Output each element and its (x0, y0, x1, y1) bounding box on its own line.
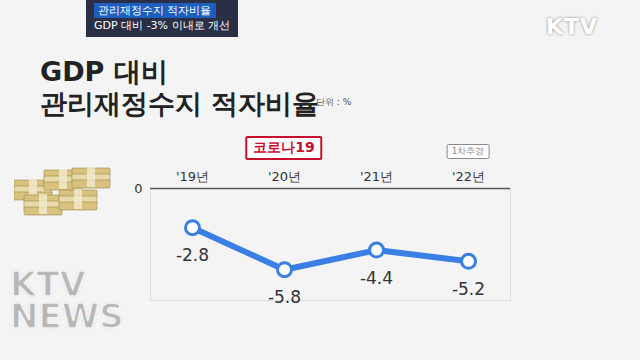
html-text:GDP 대비 관리재정수지 적자비율: GDP 대비 관리재정수지 적자비율 (40, 56, 320, 119)
html-text:코로나19: 코로나19 (253, 139, 315, 155)
svg-text:'21년: '21년 (360, 169, 393, 184)
html-text:관리재정수지 적자비율: 관리재정수지 적자비율 (98, 4, 212, 17)
html-text:KTV: KTV (545, 14, 598, 39)
svg-text:0: 0 (134, 181, 142, 196)
svg-text:-5.2: -5.2 (452, 279, 485, 299)
svg-text:-4.4: -4.4 (360, 268, 393, 288)
html-text:1차추경: 1차추경 (451, 146, 485, 156)
html-text:단위 : %: 단위 : % (316, 97, 352, 107)
svg-text:'22년: '22년 (452, 169, 485, 184)
svg-text:'19년: '19년 (176, 169, 209, 184)
svg-text:'20년: '20년 (268, 169, 301, 184)
html-text:KTV NEWS: KTV NEWS (10, 264, 124, 336)
svg-text:-5.8: -5.8 (268, 287, 301, 307)
html-text:GDP 대비 -3% 이내로 개선: GDP 대비 -3% 이내로 개선 (94, 19, 230, 32)
svg-text:-2.8: -2.8 (176, 245, 209, 265)
